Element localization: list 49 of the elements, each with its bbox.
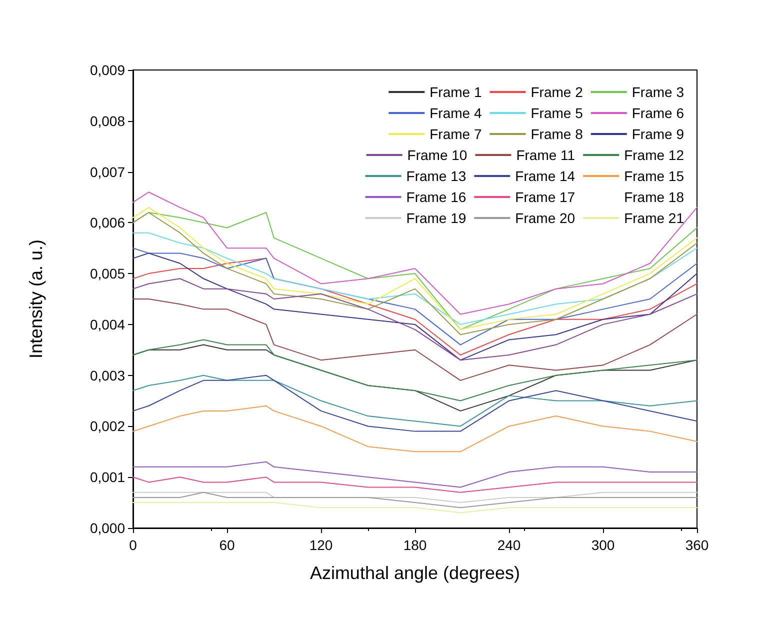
y-axis-title: Intensity (a. u.)	[26, 239, 46, 359]
legend-label: Frame 5	[530, 105, 584, 121]
y-tick-label: 0,007	[90, 164, 126, 180]
legend-label: Frame 19	[406, 210, 466, 226]
y-tick-label: 0,005	[90, 266, 126, 282]
y-tick-label: 0,003	[90, 367, 126, 384]
legend-label: Frame 4	[430, 105, 482, 121]
legend-label: Frame 11	[516, 147, 576, 163]
x-axis-title: Azimuthal angle (degrees)	[310, 563, 520, 583]
x-tick-label: 360	[685, 537, 709, 553]
legend-label: Frame 8	[530, 126, 584, 142]
legend-label: Frame 10	[407, 147, 468, 163]
legend-label: Frame 2	[530, 84, 584, 100]
line-series	[132, 278, 698, 361]
line-series	[132, 476, 698, 493]
y-tick-label: 0,001	[90, 469, 126, 486]
line-series	[132, 298, 698, 381]
x-tick-label: 0	[129, 537, 138, 553]
y-tick-label: 0,000	[90, 520, 126, 536]
legend-label: Frame 9	[632, 126, 684, 142]
y-tick-label: 0,009	[90, 62, 126, 78]
legend-label: Frame 17	[515, 189, 576, 205]
line-series	[132, 192, 698, 315]
y-tick-label: 0,006	[90, 214, 126, 231]
line-series	[132, 492, 698, 508]
line-series	[132, 461, 698, 488]
y-tick-label: 0,008	[90, 112, 126, 129]
x-tick-label: 60	[219, 537, 235, 553]
legend-label: Frame 16	[406, 189, 466, 205]
legend-label: Frame 15	[624, 168, 684, 184]
legend-label: Frame 20	[515, 210, 576, 226]
legend-label: Frame 1	[430, 84, 482, 100]
text: Frame 18	[624, 189, 684, 205]
y-tick-label: 0,002	[90, 418, 126, 434]
legend-label: Frame 14	[515, 168, 576, 184]
line-series	[132, 405, 698, 452]
line-series	[132, 232, 698, 325]
legend-label: Frame 13	[406, 168, 466, 184]
x-tick-label: 180	[403, 537, 427, 553]
legend-label: Frame 12	[624, 147, 684, 163]
legend-label: Frame 3	[632, 84, 684, 100]
legend-label: Frame 7	[430, 126, 482, 142]
legend-label: Frame 21	[624, 210, 684, 226]
x-tick-label: 240	[497, 537, 521, 553]
y-tick-label: 0,004	[90, 316, 126, 332]
line-series	[132, 339, 698, 402]
x-tick-label: 300	[591, 537, 615, 553]
x-tick-label: 120	[309, 537, 333, 553]
legend-label: Frame 6	[632, 105, 684, 121]
